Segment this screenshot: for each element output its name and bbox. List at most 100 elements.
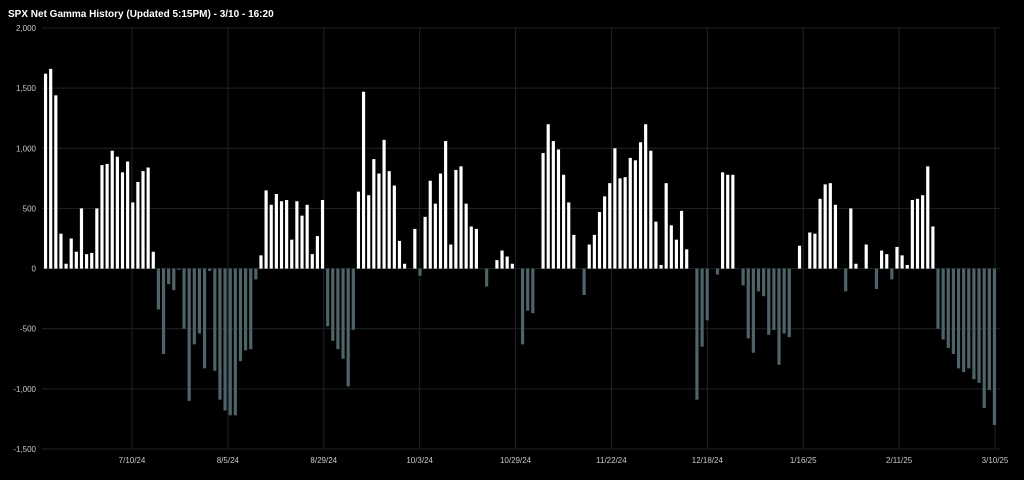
bar <box>274 193 278 269</box>
bar <box>741 268 745 286</box>
bar <box>372 159 376 269</box>
bar <box>177 268 181 270</box>
bar <box>85 254 89 269</box>
bar <box>772 268 776 330</box>
bar <box>213 268 217 371</box>
bar <box>726 174 730 269</box>
bar <box>438 173 443 269</box>
bar <box>546 124 550 269</box>
y-tick-label: 500 <box>23 204 37 213</box>
bar <box>669 225 673 269</box>
bar <box>721 172 725 269</box>
y-tick-label: -1,000 <box>13 385 36 394</box>
bar <box>633 160 637 269</box>
bar <box>715 268 720 275</box>
bar <box>762 268 766 297</box>
bar <box>418 268 422 276</box>
bar <box>731 174 735 269</box>
bar <box>659 264 663 269</box>
bar <box>146 167 150 269</box>
bar <box>828 183 832 269</box>
bar <box>382 139 386 269</box>
bar <box>900 255 904 269</box>
bar <box>264 190 268 269</box>
bar <box>987 268 991 391</box>
bar <box>797 245 802 269</box>
bar <box>120 172 125 269</box>
bar <box>567 202 571 269</box>
bar <box>43 73 48 269</box>
bar <box>597 212 602 269</box>
bar <box>638 142 643 269</box>
y-tick-label: -500 <box>20 325 37 334</box>
bar <box>592 234 596 269</box>
bar <box>628 157 632 269</box>
bar <box>926 166 930 269</box>
bar <box>495 260 499 269</box>
bar <box>64 263 68 269</box>
bar <box>520 268 525 345</box>
bar <box>618 178 622 269</box>
bar <box>141 171 145 269</box>
bar <box>238 268 243 362</box>
bar <box>167 268 171 285</box>
bar <box>387 171 391 269</box>
bar <box>603 196 607 269</box>
bar <box>864 244 868 269</box>
bar <box>115 156 119 269</box>
bar <box>972 268 976 380</box>
x-tick-label: 11/22/24 <box>596 456 627 465</box>
y-tick-label: 2,000 <box>16 24 37 33</box>
bar <box>526 268 530 311</box>
bar <box>136 181 140 269</box>
bar <box>623 177 627 269</box>
bar <box>469 226 473 269</box>
bar <box>962 268 966 373</box>
bar <box>254 268 258 280</box>
bar <box>331 268 335 341</box>
x-tick-label: 2/11/25 <box>886 456 913 465</box>
bar <box>587 244 591 269</box>
x-tick-label: 7/10/24 <box>119 456 146 465</box>
bar <box>751 268 755 353</box>
bar <box>223 268 227 411</box>
bar <box>95 208 99 269</box>
bar <box>644 124 648 269</box>
bar <box>151 251 155 269</box>
x-tick-label: 8/29/24 <box>310 456 337 465</box>
bar <box>192 268 196 345</box>
bar <box>346 268 350 387</box>
bar <box>228 268 232 416</box>
x-tick-label: 1/16/25 <box>790 456 817 465</box>
y-tick-label: 1,500 <box>16 84 37 93</box>
bar <box>967 268 971 369</box>
bar <box>510 263 514 269</box>
bar <box>474 228 478 269</box>
bar <box>326 268 330 327</box>
bar <box>608 183 612 269</box>
bar <box>787 268 791 338</box>
bar <box>562 174 566 269</box>
bar <box>818 198 822 269</box>
bar <box>823 184 827 269</box>
bar <box>233 268 237 416</box>
bar <box>654 221 658 269</box>
bar <box>433 203 437 269</box>
bar <box>551 141 555 269</box>
bar <box>505 256 509 269</box>
bar <box>392 185 396 269</box>
bar <box>695 268 699 400</box>
bar <box>895 246 899 269</box>
bar <box>613 148 617 269</box>
bar <box>808 232 812 269</box>
bar <box>377 173 381 269</box>
bar <box>756 268 761 292</box>
bar <box>946 268 950 348</box>
chart-title: SPX Net Gamma History (Updated 5:15PM) -… <box>8 9 274 20</box>
x-tick-label: 10/29/24 <box>500 456 532 465</box>
bar <box>992 268 997 425</box>
bar <box>295 201 299 269</box>
bar <box>977 268 981 383</box>
bar <box>161 268 166 354</box>
